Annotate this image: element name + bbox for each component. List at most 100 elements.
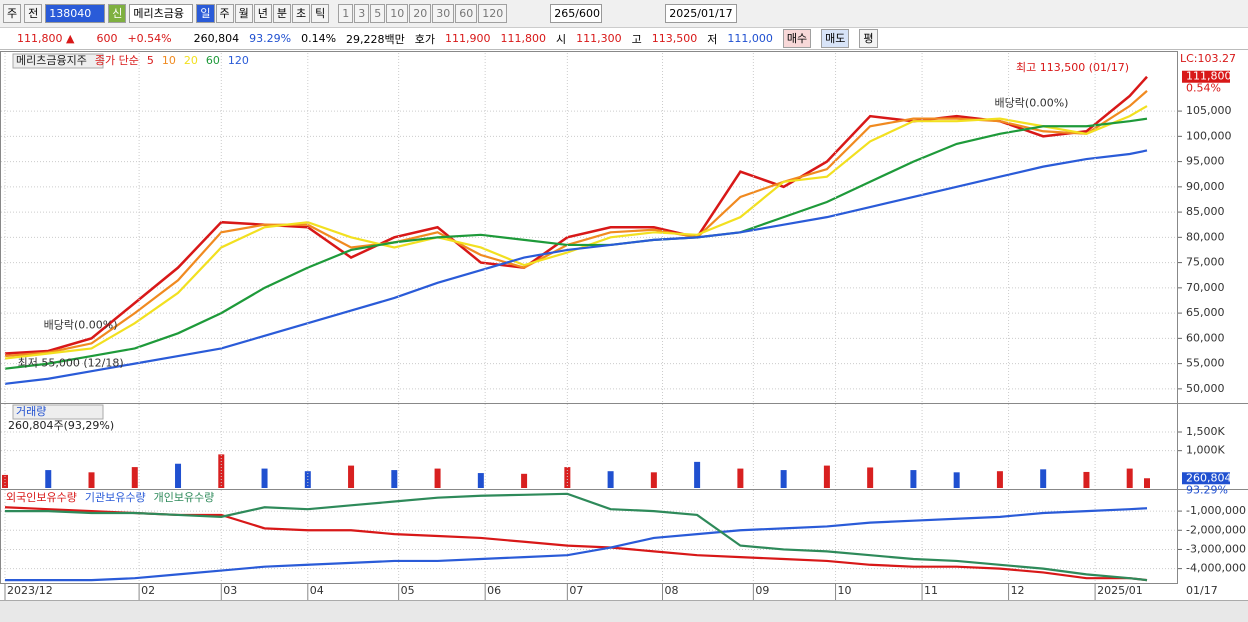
y-tick-label: -3,000,000 bbox=[1186, 542, 1246, 555]
market[interactable]: 주 bbox=[3, 4, 22, 23]
series-line bbox=[5, 507, 1148, 582]
annotation: 배당락(0.00%) bbox=[995, 97, 1069, 110]
num-button[interactable]: 1 bbox=[338, 4, 354, 23]
volume-bar bbox=[348, 465, 355, 488]
series-line bbox=[4, 90, 1148, 358]
x-tick-label: 10 bbox=[838, 584, 852, 597]
stock-name: 메리츠금융 bbox=[129, 4, 194, 23]
high-label: 고 bbox=[631, 32, 642, 46]
volume-bar bbox=[391, 470, 398, 488]
open: 111,300 bbox=[576, 32, 622, 45]
volume-bar bbox=[694, 461, 701, 488]
y-tick-label: -4,000,000 bbox=[1186, 562, 1246, 575]
buy-button[interactable]: 매수 bbox=[782, 29, 812, 48]
bid-label: 호가 bbox=[414, 32, 436, 46]
ask: 111,900 bbox=[445, 32, 491, 45]
y-tick-label: 100,000 bbox=[1186, 129, 1232, 142]
y-tick-label: -2,000,000 bbox=[1186, 523, 1246, 536]
annotation: 최저 55,000 (12/18) bbox=[18, 357, 124, 370]
x-tick-label: 12 bbox=[1011, 584, 1025, 597]
panel-subtitle: 260,804주(93,29%) bbox=[8, 419, 114, 432]
chart: 50,000 55,000 60,000 65,000 70,000 75,000 80,0… bbox=[0, 50, 1248, 600]
eval-button[interactable]: 평 bbox=[859, 29, 878, 48]
y-tick-label: -1,000,000 bbox=[1186, 504, 1246, 517]
y-tick-label: 105,000 bbox=[1186, 104, 1232, 117]
legend-entry: 20 bbox=[184, 54, 198, 67]
volume-bar bbox=[434, 468, 441, 488]
x-tick-label: 2023/12 bbox=[7, 584, 53, 597]
period-button[interactable]: 년 bbox=[253, 4, 272, 23]
legend-entry: 개인보유수량 bbox=[154, 491, 215, 504]
prev[interactable]: 전 bbox=[24, 4, 43, 23]
annotation: 최고 113,500 (01/17) bbox=[1016, 61, 1129, 74]
panel-title: 메리츠금융지주 bbox=[16, 54, 87, 67]
volume-bar bbox=[175, 463, 182, 488]
period-button[interactable]: 월 bbox=[234, 4, 253, 23]
x-tick-label: 08 bbox=[665, 584, 679, 597]
low: 111,000 bbox=[727, 32, 773, 45]
volume-bar bbox=[650, 472, 657, 488]
period-button[interactable]: 주 bbox=[215, 4, 234, 23]
num-button[interactable]: 120 bbox=[478, 4, 508, 23]
x-end-label: 01/17 bbox=[1186, 584, 1218, 597]
quote-bar: 111,800 ▲ 600 +0.54% 260,804 93.29% 0.14… bbox=[0, 28, 1248, 50]
volume: 260,804 bbox=[193, 32, 240, 45]
volume-bar bbox=[2, 474, 8, 488]
num-button[interactable]: 10 bbox=[386, 4, 409, 23]
volume-bar bbox=[564, 467, 571, 488]
series-line bbox=[5, 492, 1148, 582]
legend-entry: 120 bbox=[228, 54, 249, 67]
turnover: 0.14% bbox=[301, 32, 337, 45]
y-tick-label: 75,000 bbox=[1186, 256, 1225, 269]
num-button[interactable]: 5 bbox=[370, 4, 386, 23]
last-rate-label: 93.29% bbox=[1186, 483, 1228, 496]
lc-label: LC:103.27 bbox=[1180, 52, 1236, 65]
vol-ratio: 93.29% bbox=[249, 32, 292, 45]
volume-bar bbox=[477, 473, 484, 488]
last-rate-label: 0.54% bbox=[1186, 82, 1221, 95]
volume-bar bbox=[607, 471, 614, 488]
title-box bbox=[12, 404, 104, 420]
volume-bar bbox=[1083, 471, 1090, 488]
num-button[interactable]: 3 bbox=[354, 4, 370, 23]
period-button[interactable]: 분 bbox=[272, 4, 291, 23]
volume-bar bbox=[131, 467, 138, 488]
last-value-box bbox=[1182, 70, 1230, 83]
y-tick-label: 95,000 bbox=[1186, 155, 1225, 168]
volume-bar bbox=[867, 467, 874, 488]
series-line bbox=[4, 105, 1148, 360]
period-button[interactable]: 일 bbox=[196, 4, 215, 23]
date[interactable]: 2025/01/17 bbox=[665, 4, 737, 23]
volume-bar bbox=[218, 454, 225, 488]
count[interactable]: 265/600 bbox=[550, 4, 603, 23]
open-label: 시 bbox=[556, 32, 567, 46]
annotation: 배당락(0.00%) bbox=[44, 319, 118, 332]
price: 111,800 ▲ bbox=[17, 32, 75, 45]
num-button[interactable]: 30 bbox=[432, 4, 455, 23]
last-value-label: 111,800 bbox=[1186, 70, 1232, 83]
x-tick-label: 04 bbox=[310, 584, 324, 597]
code-input[interactable]: 138040 bbox=[45, 4, 106, 23]
high: 113,500 bbox=[651, 32, 698, 45]
num-button[interactable]: 60 bbox=[455, 4, 478, 23]
period-button[interactable]: 틱 bbox=[311, 4, 330, 23]
volume-bar bbox=[261, 468, 268, 488]
y-tick-label: 65,000 bbox=[1186, 306, 1225, 319]
legend-entry: 기관보유수량 bbox=[85, 491, 146, 504]
volume-bar bbox=[780, 470, 787, 488]
legend-entry: 10 bbox=[162, 54, 176, 67]
volume-bar bbox=[1144, 478, 1150, 488]
title-box bbox=[12, 53, 104, 69]
volume-bar bbox=[45, 470, 52, 488]
volume-bar bbox=[1040, 469, 1047, 488]
nums: 1 3 5 10 20 30 60 120 bbox=[338, 4, 508, 23]
volume-bar bbox=[910, 470, 917, 488]
legend-entry: 외국인보유수량 bbox=[6, 491, 77, 504]
scrollbar[interactable] bbox=[0, 600, 1248, 622]
sell-button[interactable]: 매도 bbox=[821, 29, 850, 48]
num-button[interactable]: 20 bbox=[409, 4, 432, 23]
legend-label: 종가 단순 bbox=[95, 54, 139, 67]
period-button[interactable]: 초 bbox=[292, 4, 311, 23]
